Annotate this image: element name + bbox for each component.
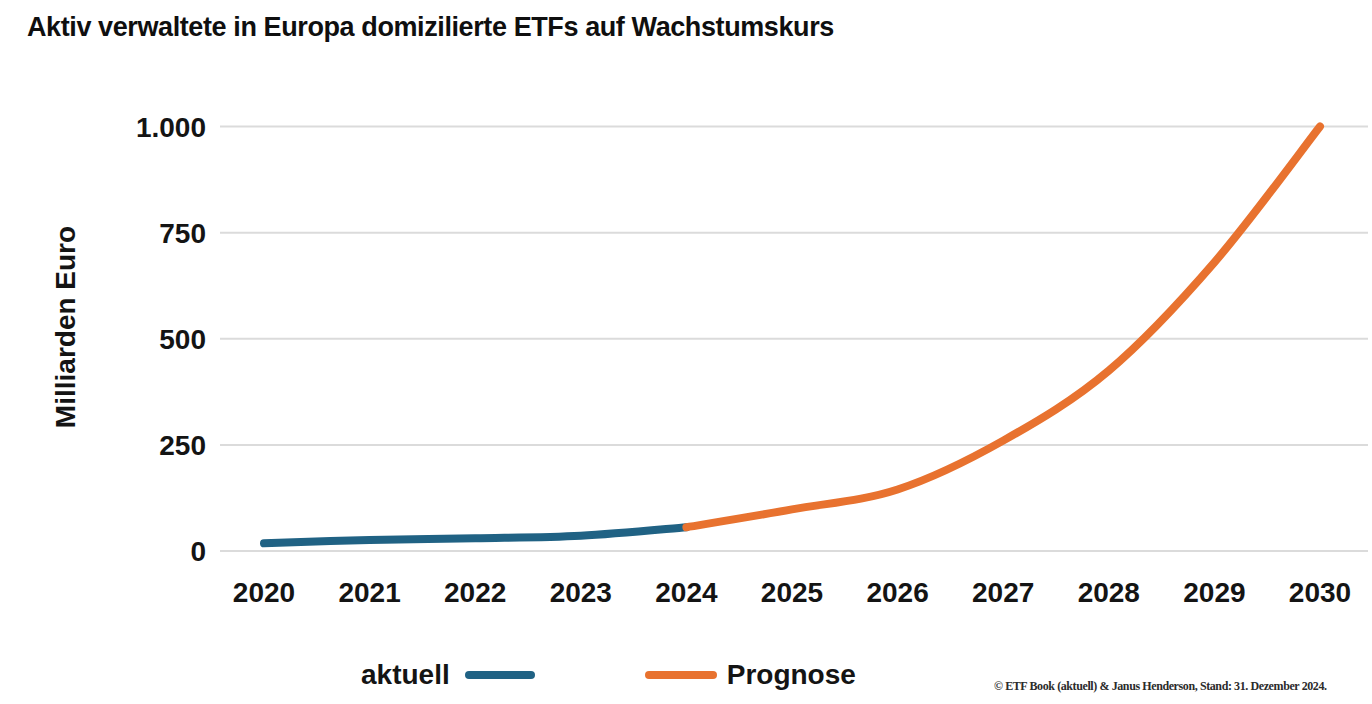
chart-page: Aktiv verwaltete in Europa domizilierte … [0, 0, 1372, 704]
x-tick-label-2026: 2026 [866, 577, 928, 608]
x-tick-label-2030: 2030 [1289, 577, 1351, 608]
y-tick-label-250: 250 [159, 430, 206, 461]
x-tick-label-2028: 2028 [1078, 577, 1140, 608]
x-tick-label-2023: 2023 [550, 577, 612, 608]
y-tick-label-500: 500 [159, 324, 206, 355]
line-chart-plot-area: 0 250 500 750 1.000 2020 2021 2022 2023 2024 2025 2… [0, 0, 1372, 704]
series-line-aktuell [264, 527, 686, 543]
legend-label-prognose: Prognose [727, 659, 856, 691]
legend-label-aktuell: aktuell [361, 659, 450, 691]
source-attribution: © ETF Book (aktuell) & Janus Henderson, … [994, 679, 1366, 694]
y-tick-label-0: 0 [190, 536, 206, 567]
y-tick-label-1000: 1.000 [136, 112, 206, 143]
legend-swatch-aktuell-line [465, 671, 535, 679]
x-tick-label-2020: 2020 [233, 577, 295, 608]
chart-legend: aktuell Prognose [361, 657, 856, 693]
x-tick-label-2024: 2024 [655, 577, 718, 608]
x-tick-label-2021: 2021 [338, 577, 400, 608]
legend-swatch-prognose-line [645, 671, 717, 679]
x-tick-label-2025: 2025 [761, 577, 823, 608]
x-tick-label-2029: 2029 [1183, 577, 1245, 608]
y-tick-label-750: 750 [159, 218, 206, 249]
x-tick-label-2027: 2027 [972, 577, 1034, 608]
x-tick-label-2022: 2022 [444, 577, 506, 608]
series-line-prognose [686, 127, 1320, 528]
